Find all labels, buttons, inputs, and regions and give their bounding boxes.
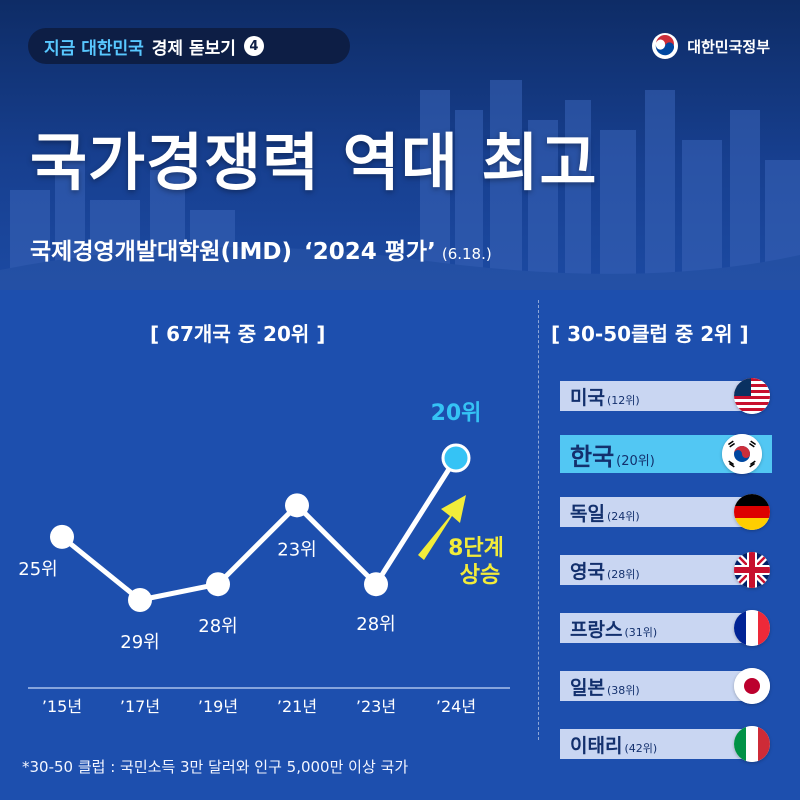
taegeuk-emblem-icon: [652, 33, 679, 59]
series-title: 경제 돋보기: [151, 38, 236, 59]
country-name: 이태리: [570, 734, 623, 757]
club-item-label: 한국 (20위): [560, 437, 655, 472]
gov-logo: 대한민국정부: [651, 32, 770, 60]
rise-annotation-line2: 상승: [460, 563, 500, 588]
club-item-label: 이태리 (42위): [560, 731, 657, 758]
country-rank: (12위): [606, 393, 640, 407]
japan-flag-icon: [734, 668, 770, 704]
club-bar: [560, 613, 760, 643]
chart-title: [ 67개국 중 20위 ]: [150, 322, 326, 346]
series-tag: 지금 대한민국 경제 돋보기 4: [28, 28, 350, 64]
club-item-usa: 미국 (12위): [560, 377, 782, 415]
club-bar: [560, 671, 760, 701]
data-label: 20위: [431, 401, 482, 426]
club-bar: [560, 381, 760, 411]
subhead-org: 국제경영개발대학원(IMD): [30, 239, 293, 265]
uk-flag-icon: [734, 552, 770, 588]
france-flag-icon: [734, 610, 770, 646]
country-name: 프랑스: [570, 618, 623, 641]
data-point: [364, 572, 388, 597]
gov-label: 대한민국정부: [687, 37, 770, 56]
korea-flag-icon: [722, 434, 762, 474]
x-tick-label: ’19년: [198, 697, 238, 716]
rise-arrow-icon: [418, 495, 466, 560]
italy-flag-icon: [734, 726, 770, 762]
club-item-label: 미국 (12위): [560, 383, 640, 410]
x-tick-label: ’15년: [42, 697, 82, 716]
club-bar: [560, 729, 760, 759]
club-item-label: 영국 (28위): [560, 557, 640, 584]
x-tick-label: ’24년: [436, 697, 476, 716]
hero-banner: 지금 대한민국 경제 돋보기 4 대한민국정부 국가경쟁력 역대 최고 국제경영…: [0, 0, 800, 290]
country-name: 독일: [570, 502, 605, 525]
series-number-badge: 4: [243, 36, 264, 56]
data-point: [50, 524, 74, 549]
rank-series-line: [60, 456, 459, 603]
club-item-italy: 이태리 (42위): [560, 725, 782, 763]
data-label: 28위: [356, 614, 395, 635]
x-tick-label: ’23년: [356, 697, 396, 716]
country-rank: (28위): [606, 567, 640, 581]
country-rank: (24위): [606, 509, 640, 523]
subhead-date: (6.18.): [441, 245, 492, 263]
data-label: 25위: [18, 559, 57, 580]
club-item-label: 독일 (24위): [560, 499, 640, 526]
data-point: [441, 443, 471, 473]
country-name: 한국: [570, 442, 615, 471]
series-highlight: 지금 대한민국: [44, 38, 144, 59]
club-title: [ 30-50클럽 중 2위 ]: [551, 322, 749, 346]
usa-flag-icon: [734, 378, 770, 414]
footnote: *30-50 클럽 : 국민소득 3만 달러와 인구 5,000만 이상 국가: [22, 758, 409, 776]
country-rank: (20위): [616, 453, 655, 469]
subhead-eval: ‘2024 평가’: [304, 239, 436, 265]
x-tick-label: ’21년: [277, 697, 317, 716]
germany-flag-icon: [734, 494, 770, 530]
data-point: [285, 493, 309, 518]
data-label: 23위: [277, 539, 316, 560]
club-item-germany: 독일 (24위): [560, 493, 782, 531]
data-label: 29위: [120, 632, 159, 653]
club-bar: [560, 555, 760, 585]
country-name: 영국: [570, 560, 605, 583]
country-name: 일본: [570, 676, 605, 699]
subhead: 국제경영개발대학원(IMD) ‘2024 평가’ (6.18.): [30, 232, 492, 266]
club-bar: [560, 497, 760, 527]
club-item-uk: 영국 (28위): [560, 551, 782, 589]
city-skyline-image: [0, 80, 800, 290]
country-rank: (31위): [624, 625, 658, 639]
club-item-france: 프랑스 (31위): [560, 609, 782, 647]
country-rank: (42위): [624, 741, 658, 755]
club-item-label: 프랑스 (31위): [560, 615, 657, 642]
rise-annotation-line1: 8단계: [448, 536, 504, 561]
section-divider: [538, 300, 539, 740]
club-item-japan: 일본 (38위): [560, 667, 782, 705]
club-ranking-list: 미국 (12위) 한국 (20위) 독일 (24위) 영국(: [560, 377, 782, 783]
data-point: [206, 572, 230, 597]
country-name: 미국: [570, 386, 605, 409]
data-point: [128, 588, 152, 612]
club-item-korea: 한국 (20위): [560, 434, 782, 474]
club-item-label: 일본 (38위): [560, 673, 640, 700]
country-rank: (38위): [606, 683, 640, 697]
data-label: 28위: [198, 616, 237, 637]
headline: 국가경쟁력 역대 최고: [30, 126, 598, 199]
x-tick-label: ’17년: [120, 697, 160, 716]
